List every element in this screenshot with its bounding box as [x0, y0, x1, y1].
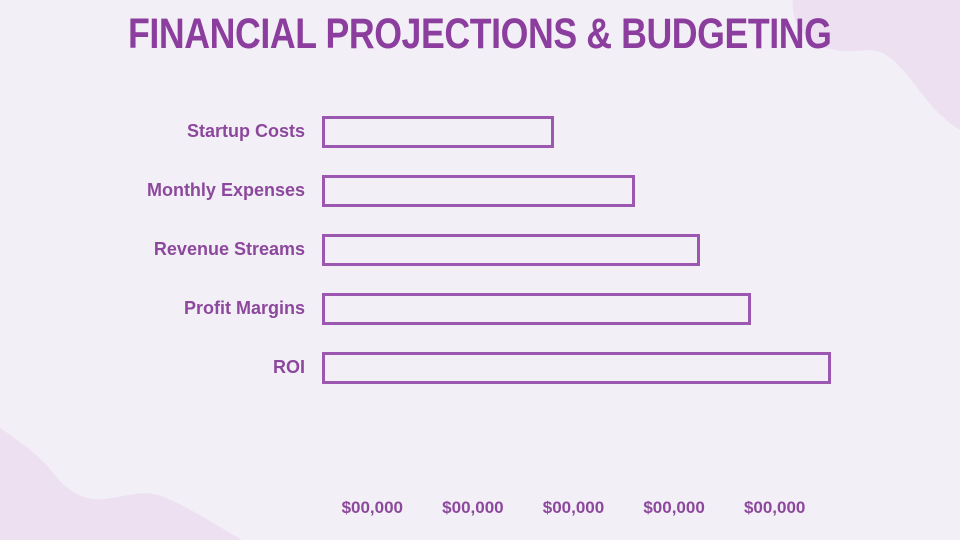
slide-title-text: FINANCIAL PROJECTIONS & BUDGETING: [128, 10, 832, 58]
bar-chart-rows: Startup Costs Monthly Expenses Revenue S…: [0, 102, 960, 397]
category-label: Revenue Streams: [153, 239, 305, 259]
bar-track: [322, 115, 825, 148]
bar-track: [322, 351, 831, 384]
background-blob-top-right: [792, 0, 960, 130]
category-label: ROI: [272, 357, 305, 377]
bar-row: ROI: [0, 338, 960, 397]
bar: [322, 233, 701, 266]
bar: [322, 115, 555, 148]
bar: [322, 351, 831, 384]
x-axis-tick-label: $00,000: [743, 498, 806, 517]
background-blob-bottom-left: [0, 428, 242, 540]
bar-track: [322, 292, 825, 325]
bar-row: Revenue Streams: [0, 220, 960, 279]
bar-row: Profit Margins: [0, 279, 960, 338]
bar-row: Monthly Expenses: [0, 161, 960, 220]
bar-track: [322, 174, 825, 207]
category-label: Profit Margins: [183, 298, 305, 318]
category-label: Monthly Expenses: [146, 180, 305, 200]
x-axis-tick-label: $00,000: [643, 498, 705, 517]
bar: [322, 292, 751, 325]
x-axis-labels: $00,000 $00,000 $00,000 $00,000 $00,000: [322, 498, 825, 518]
x-axis-tick-label: $00,000: [542, 498, 605, 517]
category-label: Startup Costs: [186, 121, 305, 141]
x-axis-tick-label: $00,000: [341, 498, 404, 517]
bar-chart: Startup Costs Monthly Expenses Revenue S…: [0, 102, 960, 517]
x-axis-tick-label: $00,000: [442, 498, 504, 517]
bar-row: Startup Costs: [0, 102, 960, 161]
bar-track: [322, 233, 825, 266]
bar: [322, 174, 635, 207]
slide-title: FINANCIAL PROJECTIONS & BUDGETING: [0, 13, 960, 56]
